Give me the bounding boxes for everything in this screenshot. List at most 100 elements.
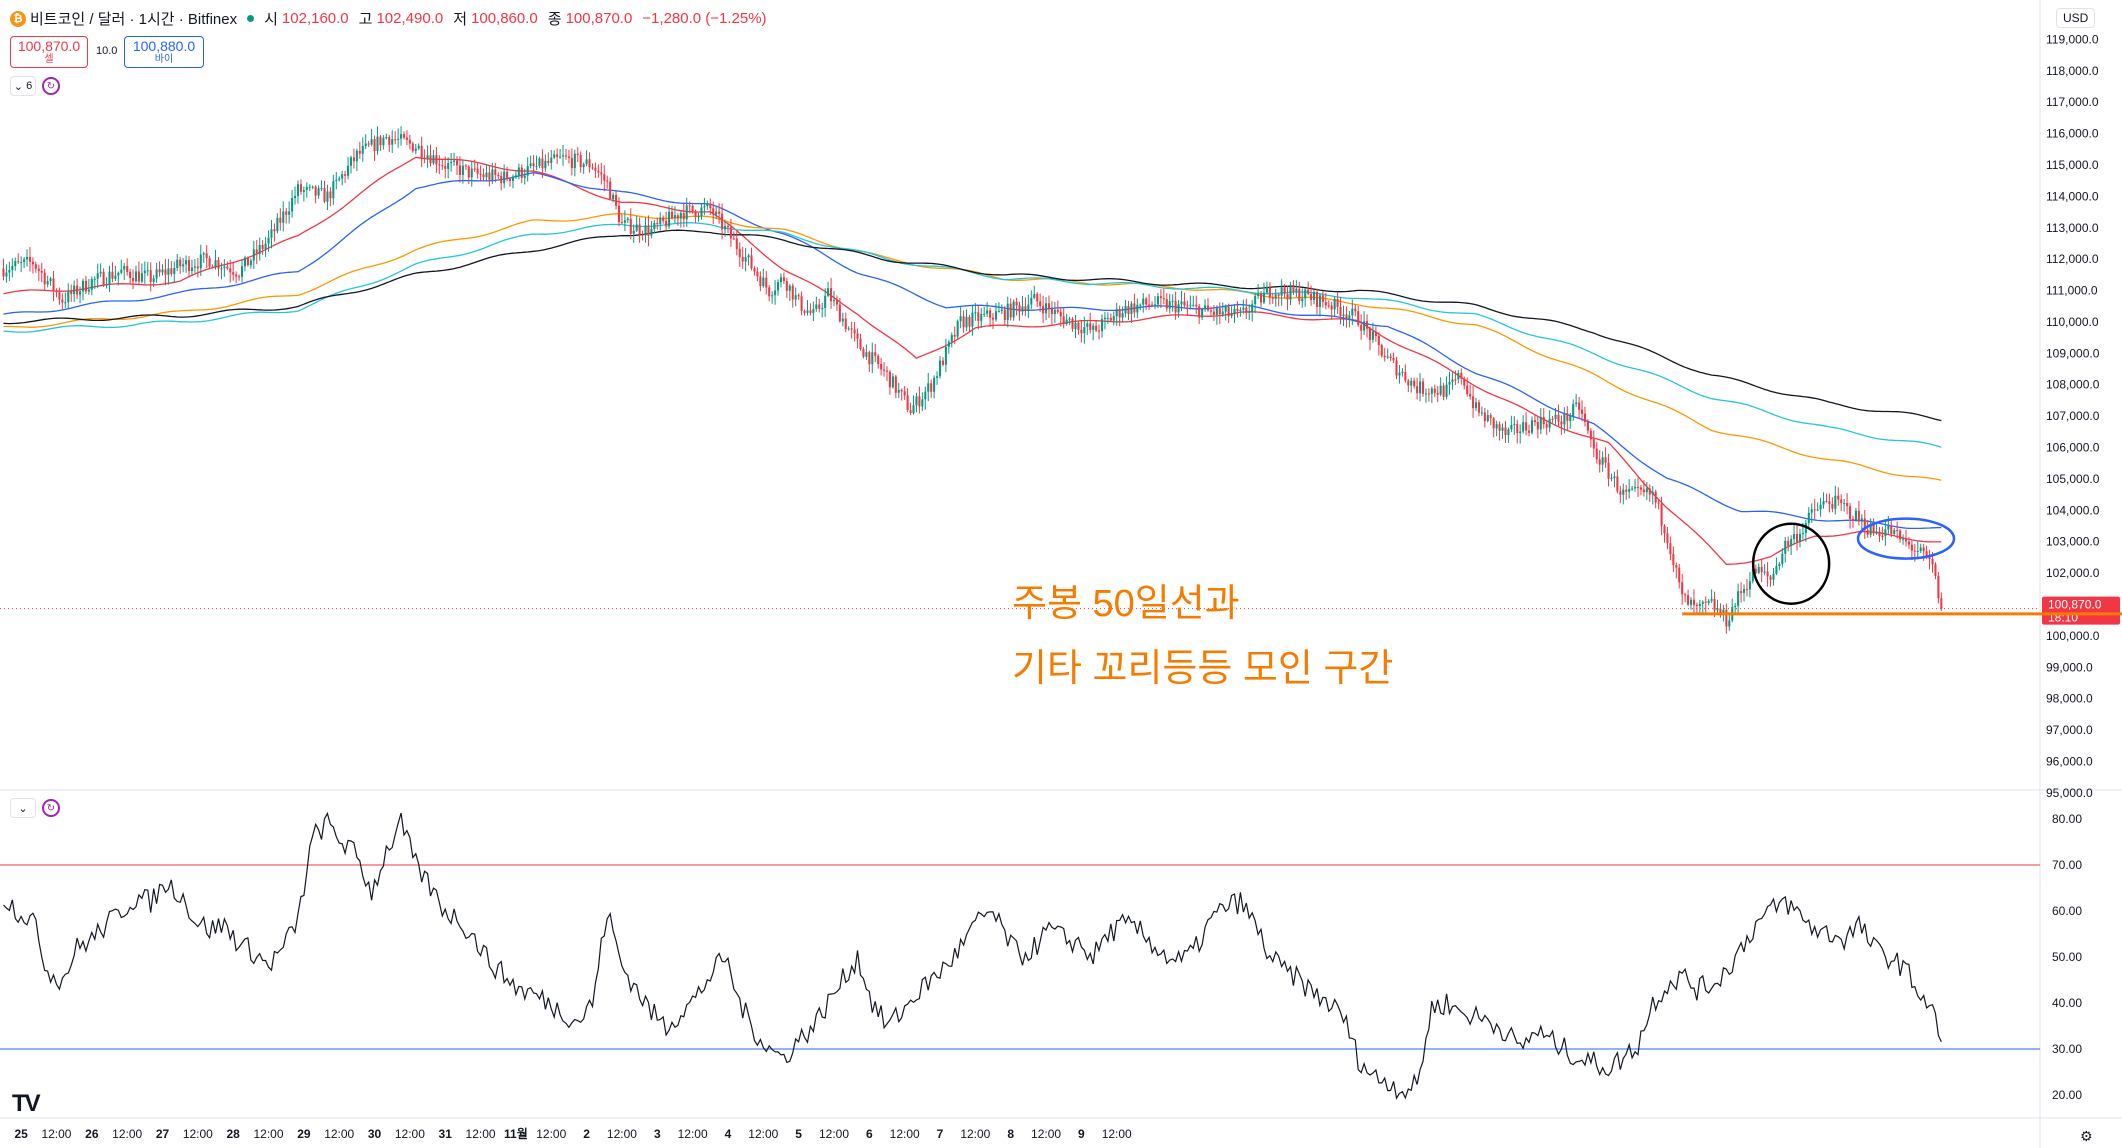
candle-body: [912, 405, 915, 414]
candle-body: [853, 329, 856, 334]
candle-body: [252, 249, 255, 261]
candle-body: [1168, 301, 1171, 309]
candle-body: [202, 253, 205, 255]
candle-body: [1448, 381, 1451, 385]
candle-body: [1018, 305, 1021, 312]
candle-body: [17, 261, 20, 263]
price-tick-label: 110,000.0: [2046, 315, 2099, 329]
candle-body: [40, 270, 43, 273]
candle-body: [1421, 381, 1425, 394]
candle-body: [344, 174, 347, 176]
candle-body: [1769, 576, 1772, 580]
candle-body: [1601, 457, 1604, 465]
sync-icon[interactable]: ↻: [42, 77, 60, 95]
candle-body: [1660, 503, 1663, 526]
candle-body: [355, 150, 358, 162]
candle-body: [950, 334, 953, 342]
candle-body: [1045, 303, 1048, 314]
currency-selector[interactable]: USD: [2056, 8, 2096, 28]
candle-body: [1607, 462, 1610, 479]
rsi-collapse-button[interactable]: ⌄: [10, 798, 36, 818]
candle-body: [1336, 298, 1339, 307]
candle-body: [947, 341, 950, 347]
candle-body: [812, 309, 815, 313]
rsi-tick-label: 60.00: [2052, 904, 2082, 918]
candle-body: [1009, 303, 1012, 318]
candle-body: [1271, 297, 1274, 299]
candle-body: [974, 312, 977, 314]
candle-body: [190, 267, 193, 272]
candle-body: [414, 148, 417, 152]
candle-body: [494, 169, 497, 176]
candle-body: [8, 270, 11, 273]
candle-body: [538, 158, 541, 166]
buy-button[interactable]: 100,880.0 바이: [124, 36, 204, 68]
candle-body: [1525, 422, 1528, 431]
collapse-indicators-button[interactable]: ⌄ 6: [10, 76, 36, 96]
gear-icon[interactable]: ⚙: [2080, 1128, 2093, 1144]
candle-body: [520, 167, 523, 178]
symbol-title[interactable]: 비트코인 / 달러 · 1시간 · Bitfinex: [30, 11, 238, 28]
candle-body: [980, 314, 983, 321]
candle-body: [170, 268, 173, 274]
candle-body: [626, 218, 629, 221]
candle-body: [732, 238, 735, 240]
candle-body: [1195, 304, 1198, 307]
candle-body: [1530, 420, 1534, 433]
candle-body: [1454, 379, 1457, 381]
candle-body: [1657, 502, 1660, 504]
candle-body: [594, 167, 597, 171]
candle-body: [856, 333, 859, 339]
candle-body: [1554, 414, 1557, 419]
candle-body: [1204, 305, 1207, 310]
candle-body: [1151, 304, 1154, 306]
candle-body: [1398, 372, 1401, 376]
candle-body: [1106, 317, 1109, 319]
candle-body: [1860, 518, 1863, 522]
candle-body: [632, 230, 635, 234]
candle-body: [1280, 287, 1283, 296]
candle-body: [1866, 530, 1869, 535]
candle-body: [1095, 325, 1098, 331]
candle-body: [844, 318, 847, 330]
candle-body: [1192, 304, 1195, 306]
candle-body: [1795, 534, 1799, 543]
candle-body: [1619, 491, 1622, 495]
candle-body: [1080, 329, 1083, 334]
candle-body: [385, 137, 388, 139]
candle-body: [1383, 355, 1386, 358]
candle-body: [258, 245, 261, 254]
candle-body: [1227, 306, 1230, 317]
ohlc-close-label: 종: [547, 11, 562, 28]
candle-body: [1551, 418, 1554, 420]
tradingview-logo[interactable]: TV: [12, 1090, 41, 1117]
candle-body: [1224, 306, 1227, 312]
time-tick-label: 8: [1007, 1127, 1014, 1141]
candle-body: [394, 139, 397, 141]
rsi-tick-label: 80.00: [2052, 812, 2082, 826]
candle-body: [1469, 394, 1472, 397]
time-tick-label: 12:00: [1031, 1127, 1061, 1141]
candle-body: [941, 360, 944, 365]
candle-body: [214, 260, 217, 267]
candle-body: [1745, 589, 1748, 591]
candle-body: [43, 272, 46, 285]
bitcoin-icon: ₿: [10, 10, 26, 27]
candle-body: [28, 256, 32, 262]
candle-body: [1083, 326, 1086, 334]
candle-body: [668, 211, 671, 227]
candle-body: [288, 211, 291, 215]
candle-body: [1766, 571, 1769, 577]
price-tick-label: 116,000.0: [2046, 127, 2099, 141]
candle-body: [915, 396, 918, 406]
sell-button[interactable]: 100,870.0 셀: [10, 36, 88, 68]
rsi-sync-icon[interactable]: ↻: [42, 799, 60, 817]
candle-body: [1248, 311, 1251, 313]
candle-body: [1710, 599, 1713, 601]
candle-body: [1333, 298, 1336, 310]
candle-body: [1778, 563, 1781, 567]
candle-body: [279, 217, 282, 223]
candle-body: [388, 137, 391, 145]
candle-body: [1000, 309, 1003, 312]
